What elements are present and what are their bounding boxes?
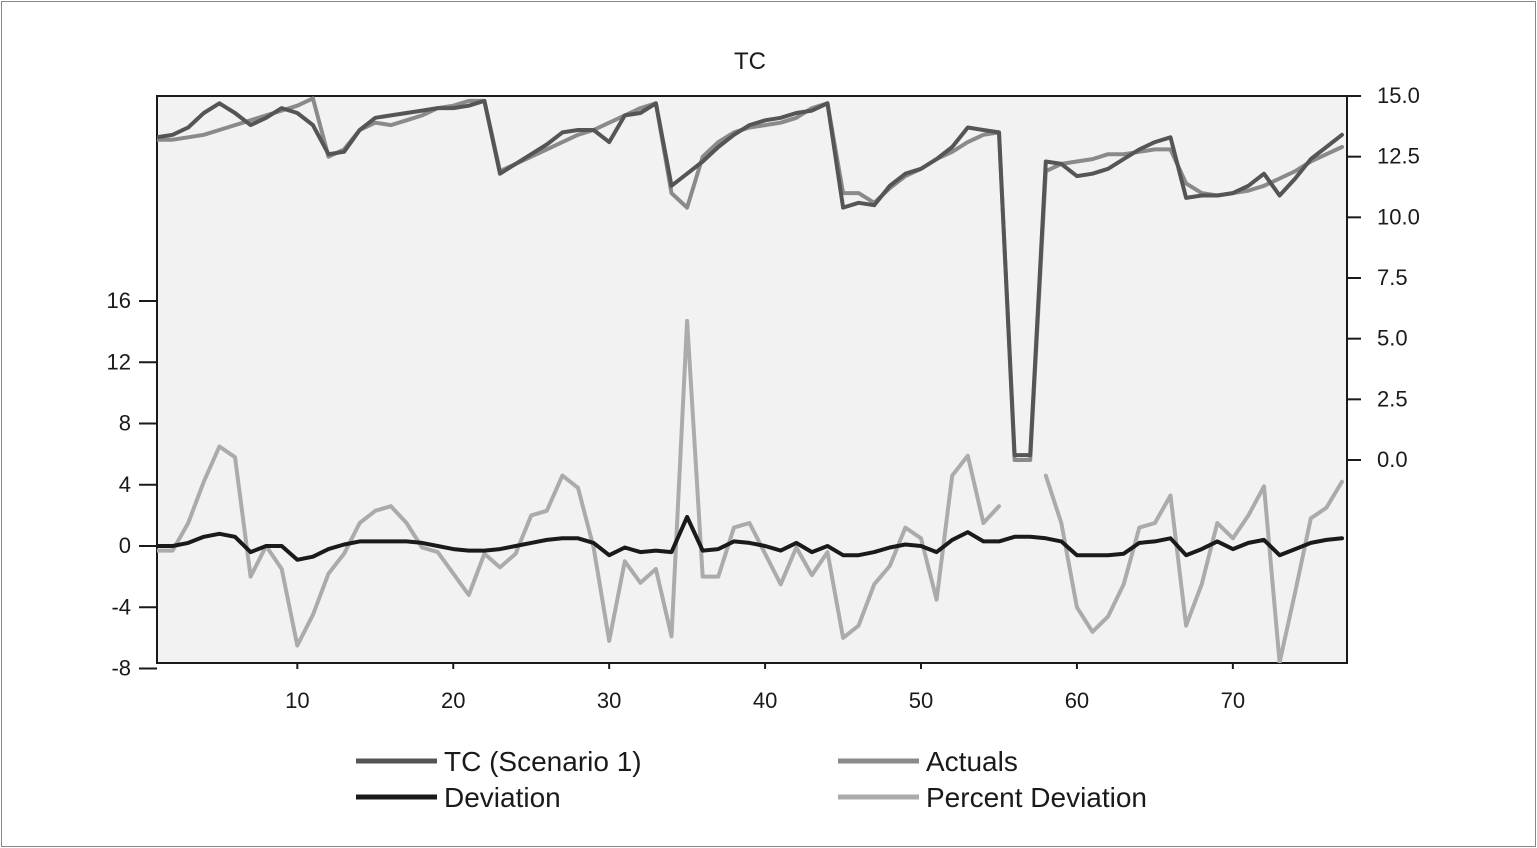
right-tick-label: 10.0 — [1377, 204, 1420, 229]
left-tick-label: 0 — [119, 533, 131, 558]
right-tick-label: 15.0 — [1377, 83, 1420, 108]
x-axis: 10 20 30 40 50 60 70 — [285, 663, 1245, 713]
right-tick-label: 5.0 — [1377, 326, 1408, 351]
plot-area — [156, 95, 1348, 664]
left-axis: 16 12 8 4 0 -4 -8 — [107, 288, 157, 681]
left-tick-label: -4 — [111, 594, 131, 619]
x-tick-label: 50 — [909, 688, 933, 713]
series-line-pct — [1043, 473, 1344, 663]
x-tick-label: 10 — [285, 688, 309, 713]
x-tick-label: 60 — [1065, 688, 1089, 713]
legend: TC (Scenario 1) Actuals Deviation Percent D… — [356, 746, 1147, 813]
left-tick-label: -8 — [111, 656, 131, 681]
left-tick-label: 12 — [107, 349, 131, 374]
x-tick-label: 30 — [597, 688, 621, 713]
legend-label-deviation: Deviation — [444, 782, 561, 813]
right-axis: 15.0 12.5 10.0 7.5 5.0 2.5 0.0 — [1347, 83, 1420, 472]
left-tick-label: 16 — [107, 288, 131, 313]
x-tick-label: 20 — [441, 688, 465, 713]
left-tick-label: 8 — [119, 411, 131, 436]
left-tick-label: 4 — [119, 472, 131, 497]
right-tick-label: 2.5 — [1377, 386, 1408, 411]
right-tick-label: 12.5 — [1377, 144, 1420, 169]
series-line-deviation — [157, 514, 1344, 562]
legend-label-tc: TC (Scenario 1) — [444, 746, 642, 777]
right-tick-label: 7.5 — [1377, 265, 1408, 290]
series-layer — [157, 96, 1344, 663]
series-line-tc — [157, 98, 1344, 458]
right-tick-label: 0.0 — [1377, 447, 1408, 472]
legend-label-pct: Percent Deviation — [926, 782, 1147, 813]
x-tick-label: 40 — [753, 688, 777, 713]
x-tick-label: 70 — [1221, 688, 1245, 713]
series-line-pct — [157, 318, 1001, 648]
legend-label-actuals: Actuals — [926, 746, 1018, 777]
chart-title: TC — [734, 48, 766, 75]
